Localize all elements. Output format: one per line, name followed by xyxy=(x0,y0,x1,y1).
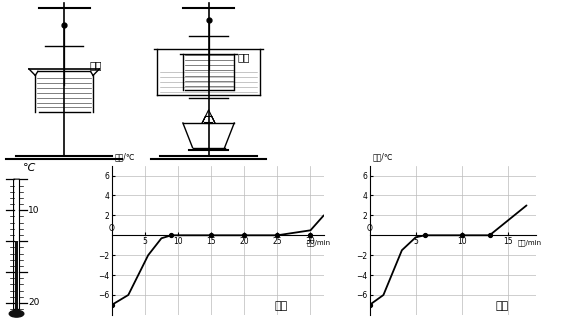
Circle shape xyxy=(9,310,24,317)
Text: 时间/min: 时间/min xyxy=(306,239,331,246)
Text: 10: 10 xyxy=(28,206,40,215)
Text: 甲图: 甲图 xyxy=(274,301,288,311)
Text: 温度/℃: 温度/℃ xyxy=(372,153,393,162)
Text: O: O xyxy=(108,224,114,233)
Text: 时间/min: 时间/min xyxy=(518,239,542,246)
Text: 乙图: 乙图 xyxy=(496,301,509,311)
Text: O: O xyxy=(367,224,372,233)
Bar xyxy=(15,241,18,309)
Text: 小明: 小明 xyxy=(237,52,250,62)
Text: 小红: 小红 xyxy=(90,61,103,71)
FancyBboxPatch shape xyxy=(14,179,19,309)
Text: ℃: ℃ xyxy=(23,163,36,173)
Text: 20: 20 xyxy=(28,298,40,307)
Text: 温度/℃: 温度/℃ xyxy=(115,153,136,162)
